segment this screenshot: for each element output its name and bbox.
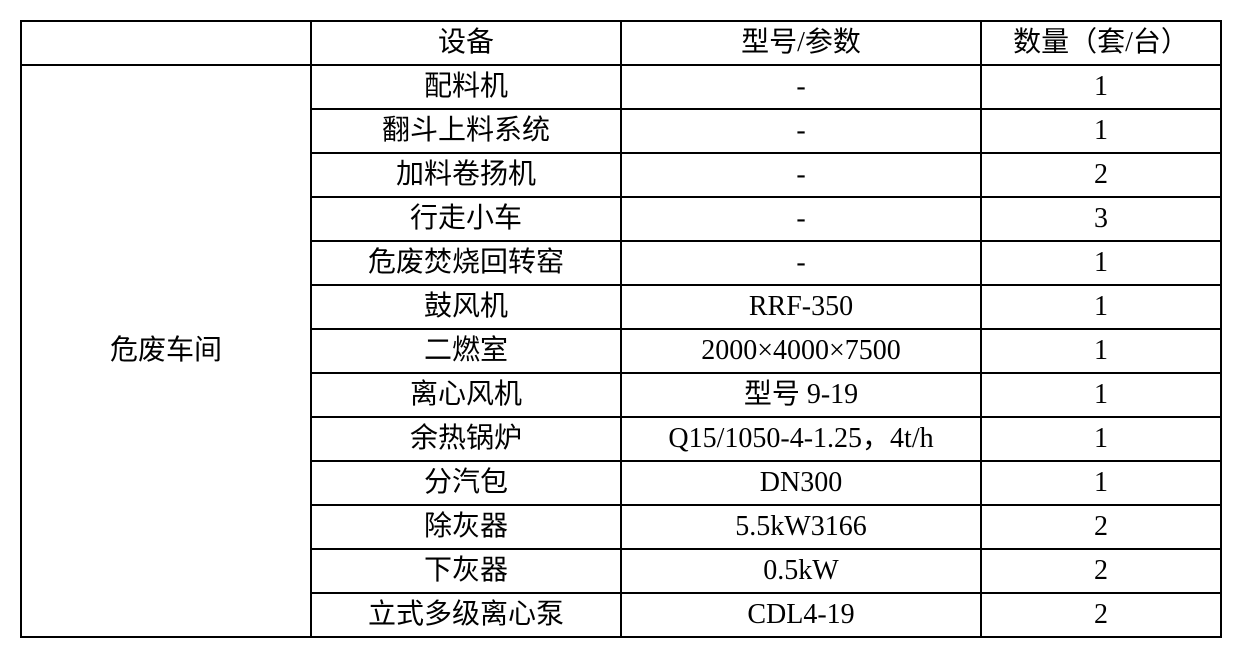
cell-model: -	[621, 153, 981, 197]
cell-equipment: 二燃室	[311, 329, 621, 373]
cell-qty: 2	[981, 505, 1221, 549]
cell-model: -	[621, 197, 981, 241]
cell-equipment: 立式多级离心泵	[311, 593, 621, 637]
col-header-qty: 数量（套/台）	[981, 21, 1221, 65]
cell-model: -	[621, 241, 981, 285]
cell-qty: 1	[981, 285, 1221, 329]
cell-equipment: 下灰器	[311, 549, 621, 593]
cell-qty: 2	[981, 153, 1221, 197]
cell-equipment: 加料卷扬机	[311, 153, 621, 197]
cell-equipment: 危废焚烧回转窑	[311, 241, 621, 285]
cell-equipment: 分汽包	[311, 461, 621, 505]
equipment-table: 设备 型号/参数 数量（套/台） 危废车间 配料机 - 1 翻斗上料系统 - 1…	[20, 20, 1222, 638]
cell-equipment: 离心风机	[311, 373, 621, 417]
cell-qty: 1	[981, 417, 1221, 461]
col-header-model: 型号/参数	[621, 21, 981, 65]
cell-qty: 1	[981, 109, 1221, 153]
col-header-equipment: 设备	[311, 21, 621, 65]
cell-model: Q15/1050-4-1.25，4t/h	[621, 417, 981, 461]
cell-model: 0.5kW	[621, 549, 981, 593]
cell-equipment: 行走小车	[311, 197, 621, 241]
cell-model: -	[621, 65, 981, 109]
cell-qty: 1	[981, 329, 1221, 373]
cell-model: DN300	[621, 461, 981, 505]
cell-qty: 3	[981, 197, 1221, 241]
cell-model: 型号 9-19	[621, 373, 981, 417]
equipment-table-container: 设备 型号/参数 数量（套/台） 危废车间 配料机 - 1 翻斗上料系统 - 1…	[20, 20, 1220, 638]
cell-qty: 1	[981, 373, 1221, 417]
table-row: 危废车间 配料机 - 1	[21, 65, 1221, 109]
table-header-row: 设备 型号/参数 数量（套/台）	[21, 21, 1221, 65]
cell-equipment: 鼓风机	[311, 285, 621, 329]
cell-qty: 2	[981, 549, 1221, 593]
cell-model: RRF-350	[621, 285, 981, 329]
cell-qty: 1	[981, 65, 1221, 109]
cell-equipment: 翻斗上料系统	[311, 109, 621, 153]
cell-qty: 2	[981, 593, 1221, 637]
cell-equipment: 余热锅炉	[311, 417, 621, 461]
cell-qty: 1	[981, 241, 1221, 285]
cell-qty: 1	[981, 461, 1221, 505]
cell-equipment: 配料机	[311, 65, 621, 109]
col-header-blank	[21, 21, 311, 65]
group-label-cell: 危废车间	[21, 65, 311, 637]
cell-model: 5.5kW3166	[621, 505, 981, 549]
cell-model: -	[621, 109, 981, 153]
cell-equipment: 除灰器	[311, 505, 621, 549]
cell-model: CDL4-19	[621, 593, 981, 637]
cell-model: 2000×4000×7500	[621, 329, 981, 373]
